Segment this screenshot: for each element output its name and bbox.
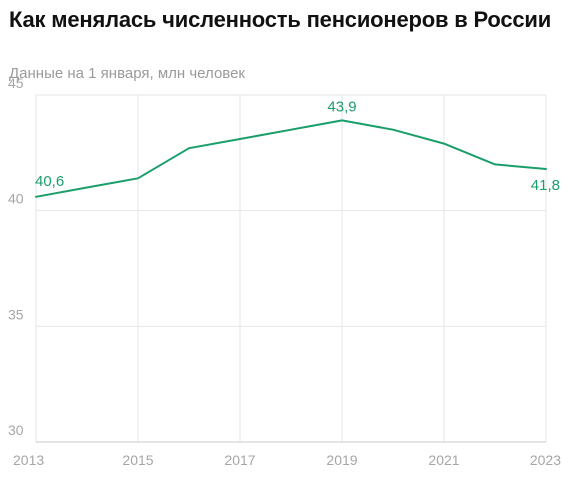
data-label: 43,9 <box>327 98 356 115</box>
data-label: 41,8 <box>531 177 560 194</box>
labels: 30 35 40 45 2013 2015 2017 2019 2021 2023 40,6 43,9… <box>8 75 561 468</box>
grid <box>35 94 547 442</box>
x-tick-label: 2015 <box>122 452 153 468</box>
chart-title: Как менялась численность пенсионеров в Р… <box>9 7 552 32</box>
series-line <box>35 119 547 198</box>
series <box>35 119 547 198</box>
y-tick-label: 30 <box>8 422 24 438</box>
y-tick-label: 35 <box>8 306 24 322</box>
y-tick-label: 45 <box>8 75 24 91</box>
x-tick-label: 2013 <box>13 452 44 468</box>
x-tick-label: 2023 <box>530 452 561 468</box>
x-tick-label: 2017 <box>224 452 255 468</box>
x-tick-label: 2021 <box>428 452 459 468</box>
y-tick-label: 40 <box>8 191 24 207</box>
x-tick-label: 2019 <box>326 452 357 468</box>
data-label: 40,6 <box>35 173 64 190</box>
chart-subtitle: Данные на 1 января, млн человек <box>9 65 245 82</box>
